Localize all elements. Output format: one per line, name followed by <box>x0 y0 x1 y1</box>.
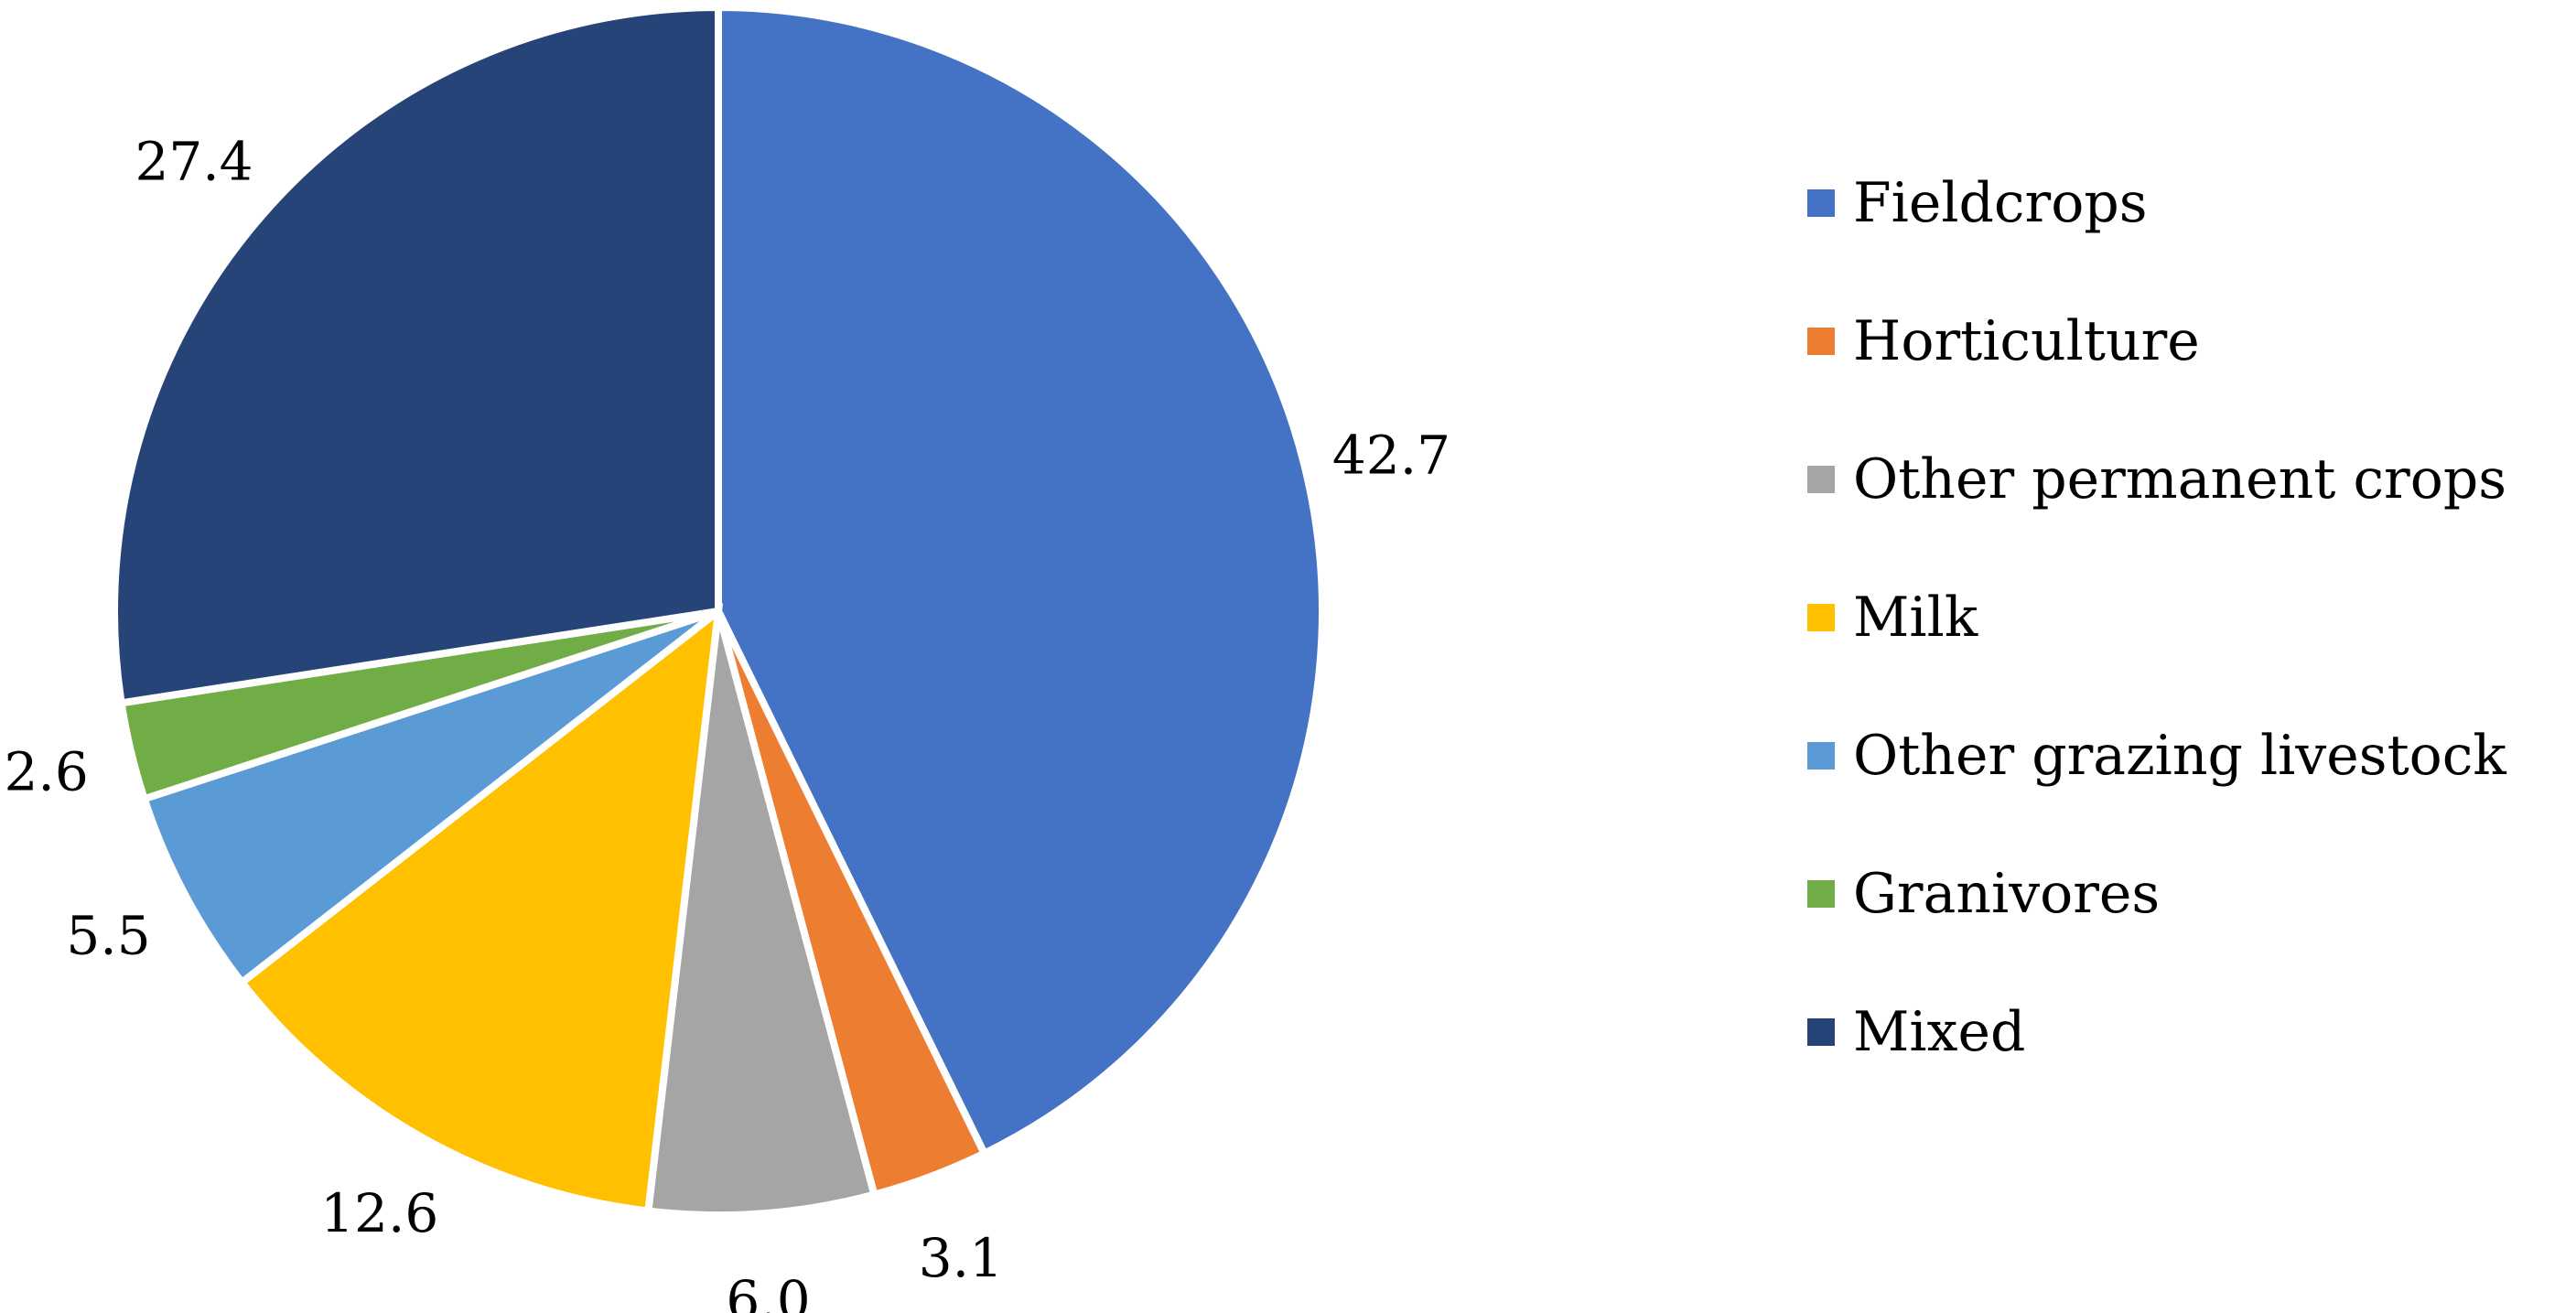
data-label-granivores: 2.6 <box>5 740 89 802</box>
legend-swatch-fieldcrops <box>1807 189 1835 217</box>
data-label-other-grazing-livestock: 5.5 <box>66 905 150 967</box>
legend-label-granivores: Granivores <box>1853 862 2160 926</box>
pie-slice-other-grazing-livestock <box>139 608 721 988</box>
legend-item-mixed: Mixed <box>1807 1000 2025 1064</box>
legend-swatch-other-grazing-livestock <box>1807 742 1835 770</box>
pie-slice-mixed <box>111 3 722 707</box>
pie-slices <box>111 3 1326 1219</box>
legend-label-other-grazing-livestock: Other grazing livestock <box>1853 724 2506 788</box>
legend-swatch-milk <box>1807 604 1835 631</box>
legend-swatch-granivores <box>1807 880 1835 908</box>
data-label-fieldcrops: 42.7 <box>1332 424 1450 486</box>
data-label-other-permanent-crops: 6.0 <box>726 1269 810 1313</box>
legend-item-milk: Milk <box>1807 586 1978 650</box>
legend-swatch-mixed <box>1807 1018 1835 1046</box>
legend-label-fieldcrops: Fieldcrops <box>1853 171 2148 235</box>
legend-label-milk: Milk <box>1853 586 1978 650</box>
legend-swatch-other-permanent-crops <box>1807 466 1835 493</box>
data-labels: 42.7 3.1 6.0 12.6 5.5 2.6 27.4 <box>5 130 1451 1313</box>
pie-slice-milk <box>236 602 724 1215</box>
data-label-mixed: 27.4 <box>135 130 253 192</box>
legend-item-other-permanent-crops: Other permanent crops <box>1807 447 2506 511</box>
legend-item-other-grazing-livestock: Other grazing livestock <box>1807 724 2506 788</box>
pie-slice-fieldcrops <box>715 3 1326 1158</box>
legend-item-granivores: Granivores <box>1807 862 2160 926</box>
legend-item-fieldcrops: Fieldcrops <box>1807 171 2148 235</box>
legend-label-horticulture: Horticulture <box>1853 309 2200 373</box>
data-label-milk: 12.6 <box>320 1182 438 1244</box>
legend-label-mixed: Mixed <box>1853 1000 2025 1064</box>
data-label-horticulture: 3.1 <box>919 1227 1003 1289</box>
pie-slice-other-permanent-crops <box>643 609 879 1219</box>
legend: Fieldcrops Horticulture Other permanent cr… <box>1807 171 2506 1064</box>
legend-label-other-permanent-crops: Other permanent crops <box>1853 447 2506 511</box>
legend-swatch-horticulture <box>1807 328 1835 355</box>
legend-item-horticulture: Horticulture <box>1807 309 2200 373</box>
